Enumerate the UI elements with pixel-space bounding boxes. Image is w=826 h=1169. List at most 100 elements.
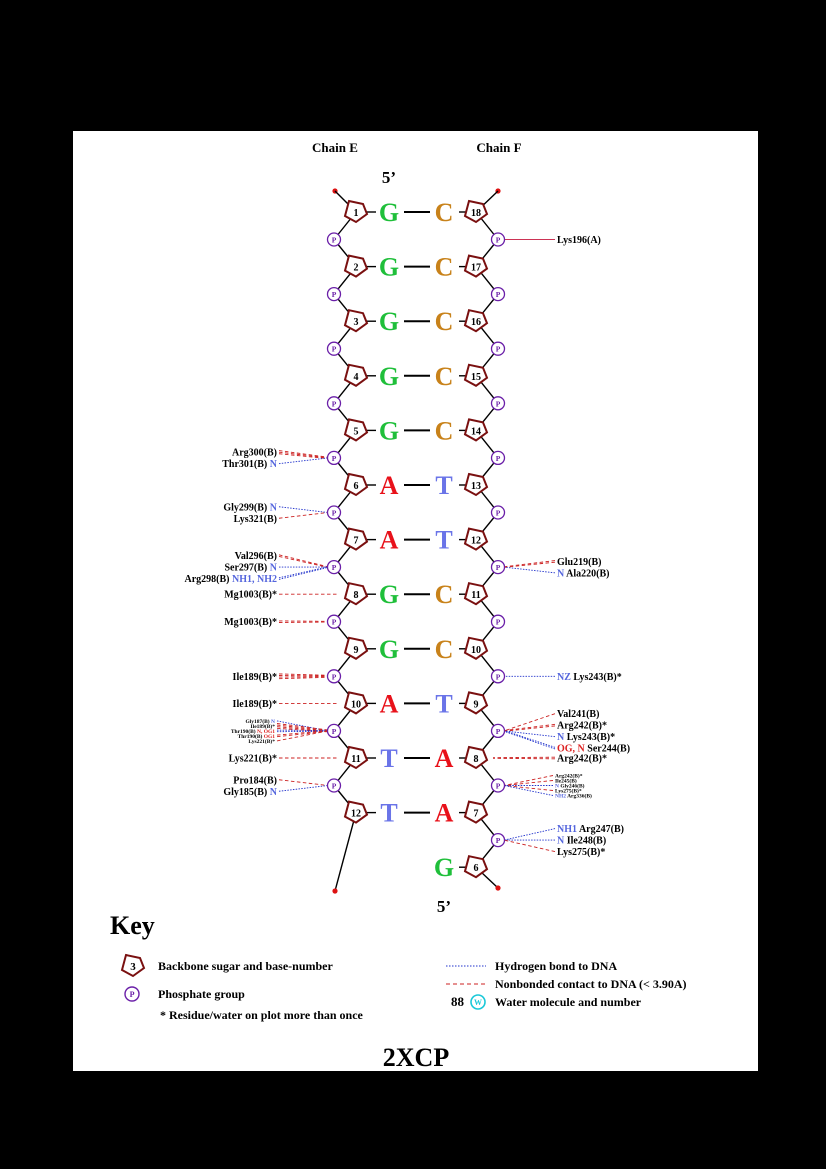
chain-e-sugar: 9 bbox=[343, 636, 369, 660]
chain-f-sugar: 7 bbox=[463, 800, 489, 824]
contact-label: Lys196(A) bbox=[557, 235, 601, 246]
contact-label: Val296(B) bbox=[235, 551, 277, 562]
contact-line bbox=[276, 730, 329, 742]
chain-e-sugar-shape bbox=[343, 691, 369, 715]
chain-f-sugar-shape bbox=[463, 691, 489, 715]
chain-f-sugar-number: 10 bbox=[471, 645, 481, 656]
right-base-letter: C bbox=[435, 416, 454, 445]
chain-e-sugar-shape bbox=[343, 199, 369, 224]
contact-residue: Gly185(B) bbox=[223, 787, 267, 798]
base-pair: G C 9 10 P P bbox=[326, 635, 506, 684]
chain-f-sugar-shape bbox=[463, 254, 489, 278]
contact-residue: Ile245(B) bbox=[555, 777, 577, 784]
contact-residue: Arg242(B)* bbox=[555, 772, 583, 779]
base-pair: G C 5 14 P P bbox=[326, 416, 506, 466]
plot-page: Chain E Chain F 5’ 5’ Arg300(B) Thr301(B)… bbox=[73, 131, 758, 1072]
contact-residue: Lys221(B)* bbox=[248, 738, 275, 745]
chain-e-phosphate-circle bbox=[326, 669, 342, 684]
chain-f-phosphate-letter: P bbox=[496, 454, 501, 463]
chain-f-phosphate: P bbox=[490, 341, 506, 356]
chain-f-phosphate-circle bbox=[490, 341, 506, 356]
chain-e-phosphate-circle bbox=[326, 723, 342, 739]
key-water-number: 88 bbox=[451, 994, 465, 1009]
right-base-letter: A bbox=[435, 799, 454, 828]
chain-e-phosphate-letter: P bbox=[332, 672, 337, 681]
base-pair: A T 10 9 P P bbox=[326, 689, 506, 739]
chain-e-sugar-number: 1 bbox=[354, 208, 359, 219]
contact-residue: Ser244(B) bbox=[587, 744, 630, 755]
chain-e-label: Chain E bbox=[312, 140, 358, 155]
contact-line bbox=[278, 676, 329, 680]
pdb-code: 2XCP bbox=[383, 1043, 450, 1071]
chain-f-phosphate: P bbox=[490, 286, 506, 302]
base-pair: G C 2 17 P P bbox=[326, 253, 506, 302]
key-water-icon: W bbox=[470, 994, 486, 1010]
contact-residue: Mg1003(B)* bbox=[224, 617, 277, 628]
contact-atom: NH1, NH2 bbox=[230, 574, 278, 585]
contact-label: Gly299(B) N bbox=[223, 502, 277, 513]
contact-line bbox=[503, 785, 554, 796]
contact-label: Arg300(B) bbox=[232, 448, 277, 459]
contact-label: Ile189(B)* bbox=[251, 723, 276, 730]
chain-e-sugar: 11 bbox=[343, 745, 369, 770]
contact-line bbox=[278, 779, 329, 786]
chain-e-phosphate: P bbox=[326, 232, 342, 247]
contact-group: Val241(B)Arg242(B)*N Lys243(B)*OG, N Ser… bbox=[503, 709, 630, 755]
contact-line bbox=[503, 560, 556, 568]
contact-label: Thr190(B) OG1 bbox=[238, 733, 276, 740]
chain-f-phosphate: P bbox=[490, 232, 506, 247]
key-sugar-label: Backbone sugar and base-number bbox=[158, 959, 333, 973]
chain-e-phosphate: P bbox=[326, 723, 342, 739]
right-base-letter: T bbox=[435, 689, 452, 718]
contact-label: Lys221(B)* bbox=[229, 754, 277, 765]
left-base-letter: G bbox=[379, 635, 399, 664]
contact-residue: Thr190(B) bbox=[231, 728, 256, 735]
base-pair: G C 3 16 P P bbox=[326, 307, 506, 356]
chain-e-phosphate-circle bbox=[326, 778, 342, 793]
chain-e-phosphate-circle bbox=[326, 450, 342, 466]
chain-f-sugar: 11 bbox=[463, 582, 489, 606]
chain-e-phosphate-letter: P bbox=[332, 727, 337, 736]
chain-f-sugar-number: 13 bbox=[471, 481, 481, 492]
right-base-letter: A bbox=[435, 744, 454, 773]
contact-label: Gly187(B) N bbox=[246, 718, 276, 725]
chain-f-phosphate-letter: P bbox=[496, 672, 501, 681]
chain-f-sugar-shape bbox=[463, 582, 489, 606]
base-pair: G C 8 11 P P bbox=[326, 580, 506, 629]
overhang-base-letter: G bbox=[434, 853, 454, 882]
chain-e-phosphate-letter: P bbox=[332, 509, 337, 518]
contact-residue: Lys243(B)* bbox=[567, 732, 615, 743]
contact-line bbox=[278, 451, 329, 459]
chain-e-phosphate-circle bbox=[326, 286, 342, 302]
chain-e-bond-end bbox=[334, 812, 357, 892]
contact-residue: Val241(B) bbox=[557, 709, 599, 720]
chain-e-sugar-number: 7 bbox=[354, 536, 359, 547]
contact-line bbox=[278, 506, 329, 513]
chain-f-sugar-number: 18 bbox=[471, 208, 481, 219]
contact-label: Gly185(B) N bbox=[223, 787, 277, 798]
contact-residue: Val296(B) bbox=[235, 551, 277, 562]
contact-residue: Lys196(A) bbox=[557, 235, 601, 246]
chain-f-sugar-number: 9 bbox=[474, 699, 479, 710]
right-base-letter: C bbox=[435, 307, 454, 336]
contact-residue: Ala220(B) bbox=[566, 568, 609, 579]
chain-e-phosphate: P bbox=[326, 778, 342, 793]
chain-f-phosphate-circle bbox=[490, 832, 506, 848]
contact-atom: NH2 bbox=[555, 793, 567, 799]
contact-label: Ile189(B)* bbox=[233, 699, 277, 710]
chain-e-sugar: 3 bbox=[343, 309, 369, 333]
contact-line bbox=[278, 450, 329, 458]
chain-f-phosphate: P bbox=[490, 669, 506, 684]
contact-label: NH2 Arg336(B) bbox=[555, 792, 592, 799]
chain-e-phosphate-letter: P bbox=[332, 345, 337, 354]
key-water-label: Water molecule and number bbox=[495, 995, 642, 1009]
left-base-letter: A bbox=[380, 526, 399, 555]
chain-e-phosphate-letter: P bbox=[332, 618, 337, 627]
contact-label: Lys275(B)* bbox=[557, 847, 605, 858]
left-base-letter: G bbox=[379, 580, 399, 609]
chain-e-phosphate: P bbox=[326, 286, 342, 302]
contact-residue: Lys243(B)* bbox=[573, 672, 621, 683]
contact-label: Lys221(B)* bbox=[248, 738, 275, 745]
chain-f-phosphate-circle bbox=[490, 723, 506, 739]
